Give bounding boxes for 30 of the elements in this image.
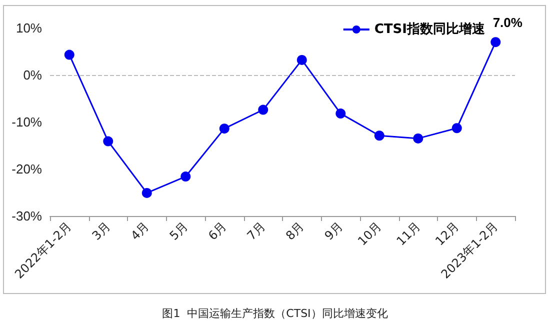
- x-tick-label: 8月: [283, 219, 307, 243]
- y-tick-label: 10%: [16, 20, 42, 36]
- point: [452, 123, 462, 134]
- point: [219, 124, 230, 134]
- x-tick-label: 11月: [394, 219, 424, 248]
- point: [180, 172, 191, 182]
- y-tick-label: -20%: [12, 162, 42, 176]
- x-tick-label: 12月: [432, 219, 462, 248]
- x-tick-label: 5月: [166, 219, 191, 243]
- x-tick-label: 6月: [206, 219, 230, 243]
- point: [374, 130, 384, 141]
- point: [296, 54, 307, 65]
- y-tick-label: -30%: [12, 208, 42, 224]
- point: [64, 50, 74, 60]
- y-tick-label: -10%: [12, 114, 42, 130]
- x-tick-label: 3月: [89, 219, 114, 243]
- x-tick-label: 4月: [128, 219, 152, 243]
- caption: 图1 中国运输生产指数（CTSI）同比增速变化: [162, 307, 388, 320]
- point: [103, 136, 114, 146]
- point: [336, 108, 346, 119]
- data-label: 7.0%: [492, 15, 523, 30]
- y-tick-label: 0%: [23, 68, 42, 82]
- legend-label: CTSI指数同比增速: [374, 22, 486, 37]
- point: [258, 104, 268, 115]
- x-tick-label: 7月: [244, 219, 268, 243]
- point: [413, 133, 424, 144]
- x-tick-label: 9月: [322, 219, 346, 243]
- x-tick-label: 10月: [355, 219, 384, 248]
- point: [142, 188, 152, 198]
- point: [490, 37, 501, 48]
